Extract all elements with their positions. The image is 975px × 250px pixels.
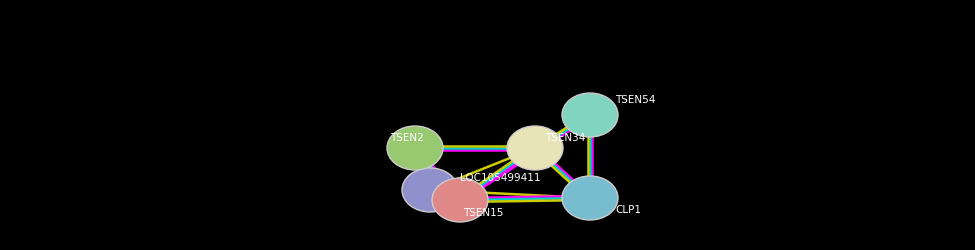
Text: TSEN2: TSEN2 [390,133,424,143]
Ellipse shape [432,178,488,222]
Text: LOC105499411: LOC105499411 [460,173,540,183]
Ellipse shape [562,176,618,220]
Ellipse shape [562,93,618,137]
Ellipse shape [387,126,443,170]
Ellipse shape [507,126,563,170]
Text: CLP1: CLP1 [615,205,641,215]
Text: TSEN34: TSEN34 [545,133,585,143]
Ellipse shape [402,168,458,212]
Text: TSEN15: TSEN15 [463,208,503,218]
Text: TSEN54: TSEN54 [615,95,655,105]
